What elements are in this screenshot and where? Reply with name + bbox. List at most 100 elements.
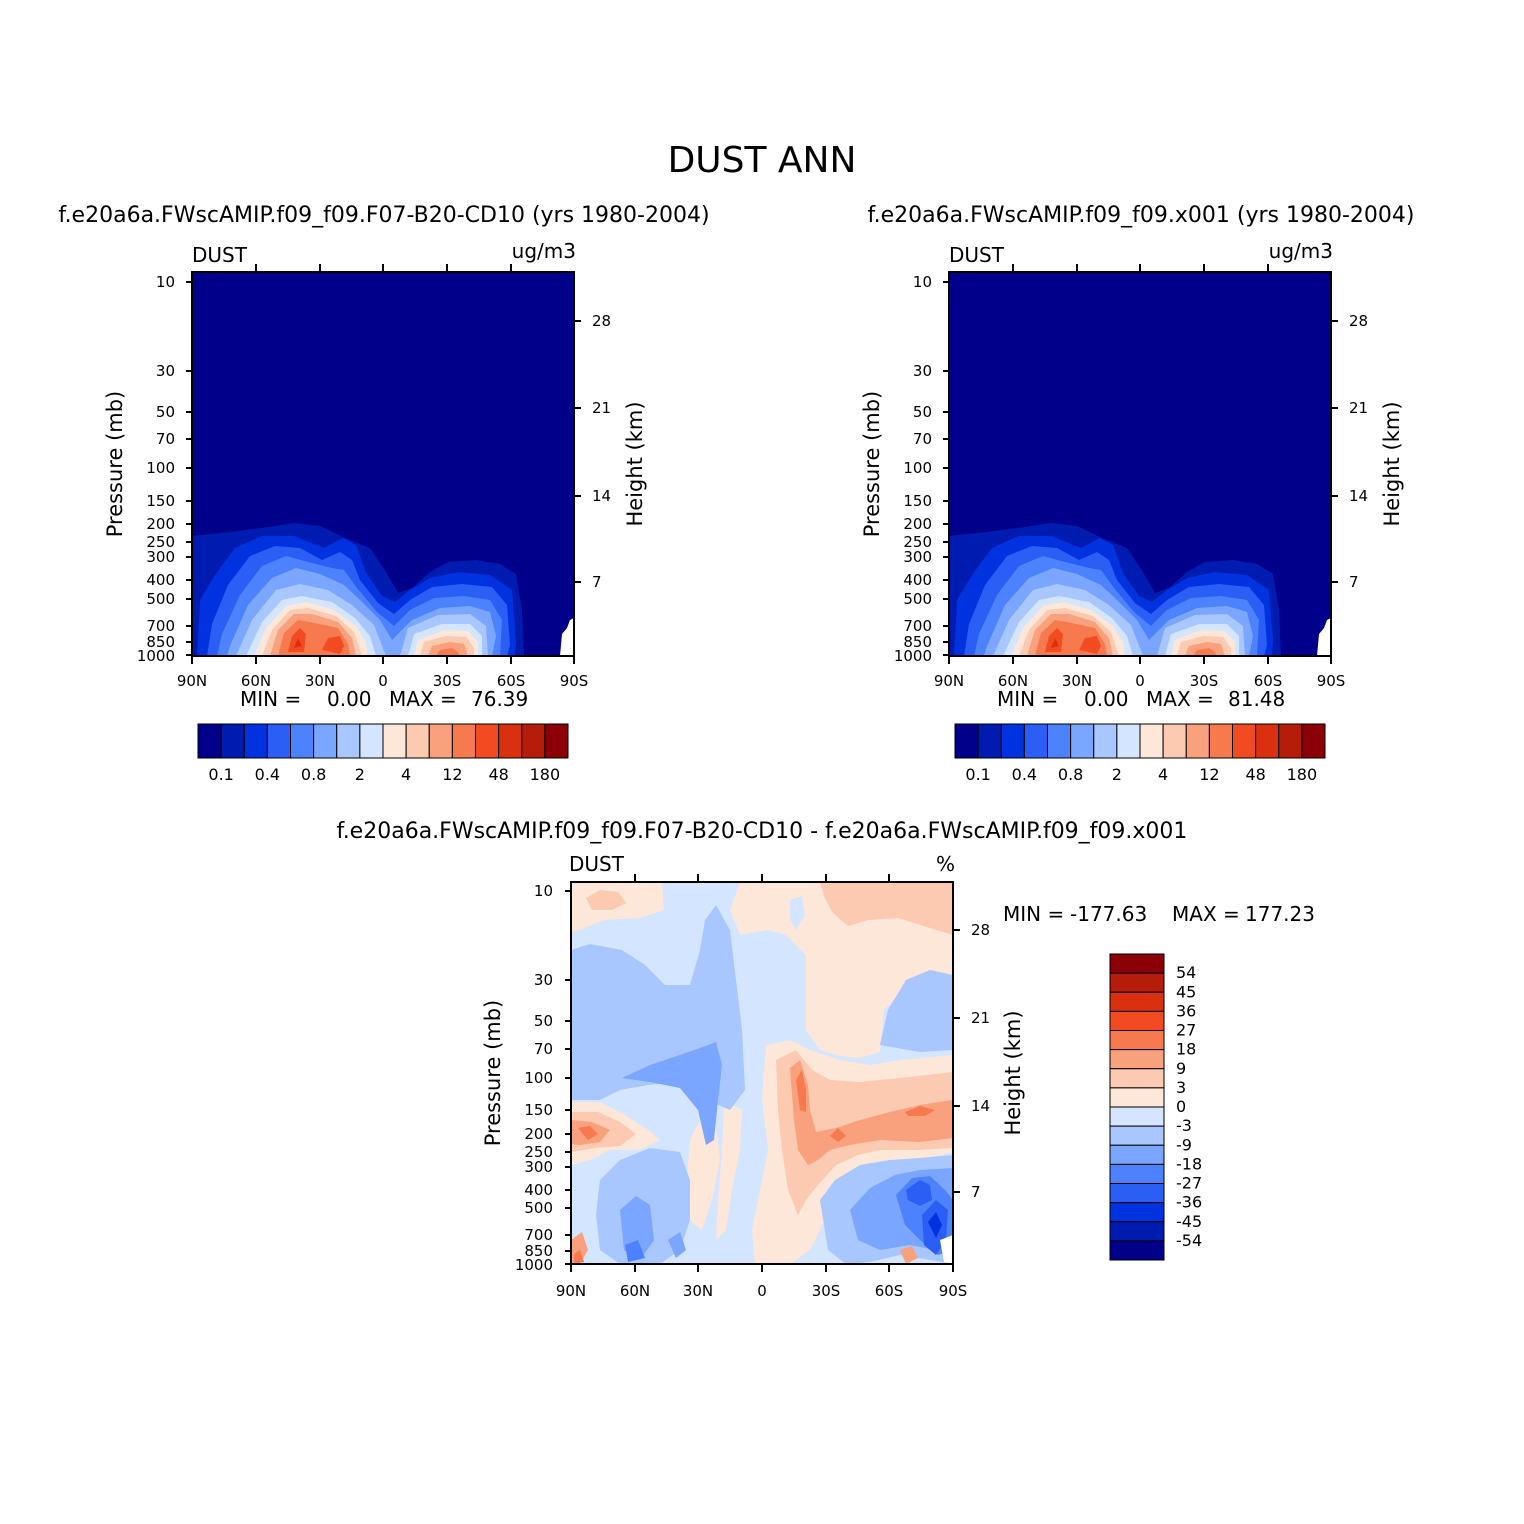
colorbar-swatch xyxy=(405,723,430,759)
height-tick-label: 21 xyxy=(971,1009,990,1027)
x-tick-label: 90N xyxy=(934,672,964,690)
y-tick-label: 30 xyxy=(913,362,932,380)
x-tick-label: 60N xyxy=(998,672,1028,690)
panel-2-axes xyxy=(943,264,1338,664)
panel-2-x-tick-labels: 90N 60N 30N 0 30S 60S 90S xyxy=(934,672,1345,690)
colorbar-label: 36 xyxy=(1176,1001,1196,1020)
colorbar-swatch xyxy=(1109,1221,1165,1242)
x-tick-label: 30N xyxy=(683,1282,713,1300)
panel-2-units: ug/m3 xyxy=(1269,239,1333,263)
y-tick-label: 150 xyxy=(524,1101,553,1119)
panel-1-x-tick-labels: 90N 60N 30N 0 30S 60S 90S xyxy=(177,672,588,690)
panel-3-min-label: MIN = xyxy=(1003,902,1064,926)
colorbar-label: 0.4 xyxy=(255,765,280,784)
colorbar-swatch xyxy=(197,723,222,759)
height-tick-label: 14 xyxy=(592,487,611,505)
panel-1-height-tick-labels: 28 21 14 7 xyxy=(592,312,611,591)
colorbar-label: 0.1 xyxy=(965,765,990,784)
panel-1-field xyxy=(192,272,574,656)
y-tick-label: 250 xyxy=(903,533,932,551)
x-tick-label: 90S xyxy=(939,1282,968,1300)
height-tick-label: 21 xyxy=(592,399,611,417)
y-tick-label: 300 xyxy=(903,548,932,566)
colorbar-label: -36 xyxy=(1176,1193,1202,1212)
y-tick-label: 150 xyxy=(903,492,932,510)
main-title: DUST ANN xyxy=(668,140,857,181)
height-tick-label: 7 xyxy=(971,1183,981,1201)
panel-2-max-label: MAX = xyxy=(1146,687,1214,711)
panel-1-height-axis-title: Height (km) xyxy=(623,401,647,526)
colorbar-swatch xyxy=(1000,723,1025,759)
x-tick-label: 60S xyxy=(497,672,526,690)
panel-3-x-tick-labels: 90N 60N 30N 0 30S 60S 90S xyxy=(556,1282,967,1300)
y-tick-label: 200 xyxy=(146,515,175,533)
colorbar-swatch xyxy=(220,723,245,759)
colorbar-swatch xyxy=(1047,723,1072,759)
colorbar-label: 0 xyxy=(1176,1097,1186,1116)
panel-1-units: ug/m3 xyxy=(512,239,576,263)
colorbar-label: -18 xyxy=(1176,1154,1202,1173)
panel-3-height-tick-labels: 28 21 14 7 xyxy=(971,921,990,1201)
panel-1-axes xyxy=(186,264,581,664)
colorbar-swatch xyxy=(336,723,361,759)
colorbar-swatch xyxy=(1109,953,1165,974)
panel-2-height-tick-labels: 28 21 14 7 xyxy=(1349,312,1368,591)
panel-2: f.e20a6a.FWscAMIP.f09_f09.x001 (yrs 1980… xyxy=(860,203,1415,784)
x-tick-label: 90S xyxy=(560,672,589,690)
colorbar-swatch xyxy=(521,723,546,759)
height-tick-label: 21 xyxy=(1349,399,1368,417)
x-tick-label: 30N xyxy=(1062,672,1092,690)
x-tick-label: 0 xyxy=(1135,672,1145,690)
y-tick-label: 200 xyxy=(524,1125,553,1143)
colorbar-swatch xyxy=(498,723,523,759)
x-tick-label: 30S xyxy=(1190,672,1219,690)
colorbar-swatch xyxy=(1109,991,1165,1012)
x-tick-label: 90S xyxy=(1317,672,1346,690)
colorbar-swatch xyxy=(1109,1106,1165,1127)
panel-3-height-axis-title: Height (km) xyxy=(1001,1010,1025,1135)
panel-3-y-axis-title: Pressure (mb) xyxy=(481,1000,505,1147)
colorbar-swatch xyxy=(1109,1125,1165,1146)
height-tick-label: 28 xyxy=(971,921,990,939)
panel-1-variable: DUST xyxy=(192,243,248,267)
y-tick-label: 200 xyxy=(903,515,932,533)
panel-3-field xyxy=(571,882,953,1264)
panel-2-max-value: 81.48 xyxy=(1228,687,1285,711)
colorbar-label: 4 xyxy=(401,765,411,784)
colorbar-label: 45 xyxy=(1176,982,1196,1001)
x-tick-label: 60S xyxy=(1254,672,1283,690)
panel-3-min-value: -177.63 xyxy=(1070,902,1147,926)
colorbar-swatch xyxy=(1116,723,1141,759)
y-tick-label: 70 xyxy=(534,1040,553,1058)
colorbar-swatch xyxy=(1109,1202,1165,1223)
colorbar-swatch xyxy=(1109,972,1165,993)
panel-2-min-value: 0.00 xyxy=(1084,687,1129,711)
colorbar-label: -45 xyxy=(1176,1212,1202,1231)
colorbar-label: 9 xyxy=(1176,1059,1186,1078)
colorbar-label: 180 xyxy=(1287,765,1318,784)
y-tick-label: 500 xyxy=(903,590,932,608)
colorbar-swatch xyxy=(1023,723,1048,759)
height-tick-label: 28 xyxy=(592,312,611,330)
colorbar-swatch xyxy=(1070,723,1095,759)
colorbar-swatch xyxy=(1185,723,1210,759)
x-tick-label: 60N xyxy=(241,672,271,690)
y-tick-label: 10 xyxy=(156,273,175,291)
colorbar-label: 12 xyxy=(442,765,462,784)
y-tick-label: 100 xyxy=(146,459,175,477)
colorbar-label: 27 xyxy=(1176,1021,1196,1040)
colorbar-swatch xyxy=(313,723,338,759)
y-tick-label: 500 xyxy=(524,1199,553,1217)
y-tick-label: 400 xyxy=(903,571,932,589)
y-tick-label: 100 xyxy=(524,1069,553,1087)
panel-3-axes xyxy=(565,874,960,1272)
y-tick-label: 1000 xyxy=(137,647,175,665)
panel-1-max-label: MAX = xyxy=(389,687,457,711)
panel-3: f.e20a6a.FWscAMIP.f09_f09.F07-B20-CD10 -… xyxy=(337,819,1315,1300)
panel-2-variable: DUST xyxy=(949,243,1005,267)
y-tick-label: 850 xyxy=(524,1242,553,1260)
panel-3-max-value: 177.23 xyxy=(1245,902,1315,926)
colorbar-swatch xyxy=(1162,723,1187,759)
y-tick-label: 300 xyxy=(524,1158,553,1176)
x-tick-label: 60N xyxy=(620,1282,650,1300)
